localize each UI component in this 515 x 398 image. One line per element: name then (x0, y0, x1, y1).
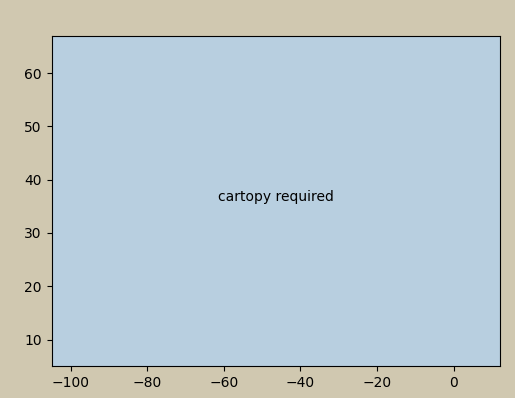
Text: cartopy required: cartopy required (217, 190, 334, 204)
